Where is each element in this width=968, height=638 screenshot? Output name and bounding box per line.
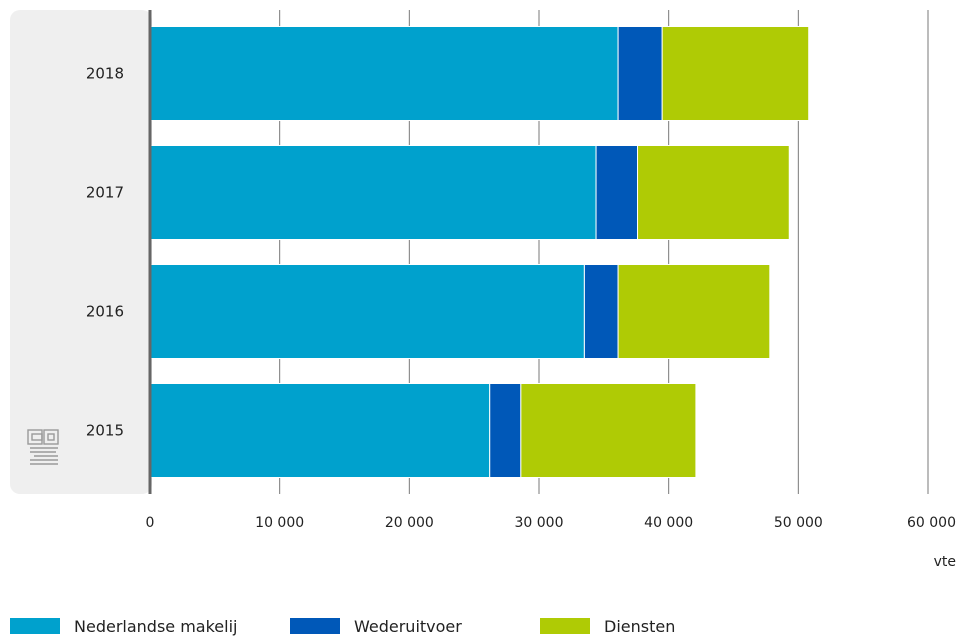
x-tick-label: 30 000 bbox=[515, 515, 564, 531]
legend-item: Diensten bbox=[540, 614, 675, 638]
legend-label: Diensten bbox=[604, 616, 676, 636]
legend-swatch bbox=[10, 618, 60, 634]
legend-swatch bbox=[290, 618, 340, 634]
x-tick-label: 20 000 bbox=[385, 515, 434, 531]
category-label: 2016 bbox=[86, 303, 124, 321]
category-labels: 2018 2017 2016 2015 bbox=[86, 65, 124, 440]
legend-swatch bbox=[540, 618, 590, 634]
bar-segment bbox=[149, 145, 597, 240]
x-tick-labels: 0 10 000 20 000 30 000 40 000 50 000 60 000 bbox=[146, 515, 956, 531]
x-tick-label: 10 000 bbox=[255, 515, 304, 531]
bar-segment bbox=[661, 26, 810, 121]
legend-item: Nederlandse makelij bbox=[10, 614, 237, 638]
bar-segment bbox=[149, 383, 491, 478]
bar-segment bbox=[489, 383, 522, 478]
bar-segment bbox=[595, 145, 639, 240]
category-label: 2017 bbox=[86, 184, 124, 202]
x-tick-label: 60 000 bbox=[907, 515, 956, 531]
legend-label: Nederlandse makelij bbox=[74, 616, 238, 636]
bar-segment bbox=[149, 264, 585, 359]
legend-label: Wederuitvoer bbox=[354, 616, 462, 636]
bar-segment bbox=[583, 264, 619, 359]
legend: Nederlandse makelij Wederuitvoer Diensten bbox=[10, 614, 960, 638]
bar-segment bbox=[149, 26, 619, 121]
category-label: 2015 bbox=[86, 422, 124, 440]
legend-item: Wederuitvoer bbox=[290, 614, 462, 638]
category-label: 2018 bbox=[86, 65, 124, 83]
bar-segment bbox=[520, 383, 697, 478]
bar-segment bbox=[617, 264, 771, 359]
cbs-logo-icon bbox=[27, 429, 59, 465]
x-tick-label: 40 000 bbox=[644, 515, 693, 531]
x-tick-label: 0 bbox=[146, 515, 155, 531]
chart: 2018 2017 2016 2015 0 10 000 20 000 30 000 40 0… bbox=[10, 10, 956, 570]
bars bbox=[149, 26, 810, 478]
category-panel bbox=[10, 10, 152, 494]
bar-segment bbox=[617, 26, 663, 121]
x-tick-label: 50 000 bbox=[774, 515, 823, 531]
bar-segment bbox=[637, 145, 790, 240]
x-axis-label: vte bbox=[934, 554, 956, 570]
